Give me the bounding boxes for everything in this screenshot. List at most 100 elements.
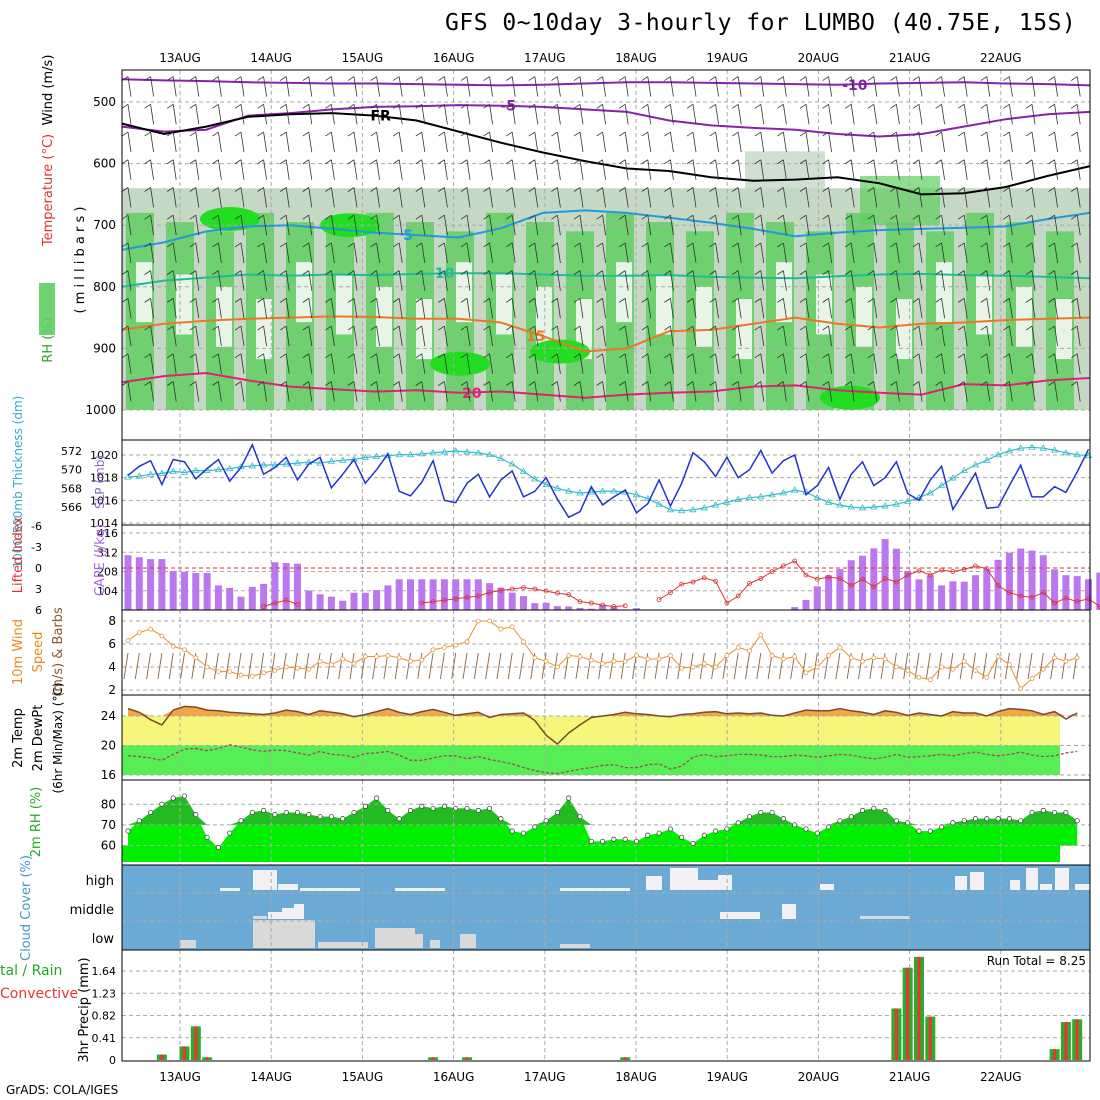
rh2m-marker — [701, 832, 707, 838]
wind-barb — [466, 270, 471, 291]
wind-speed-marker — [973, 668, 978, 673]
ylabel-lifted-index: Lifted Index — [11, 516, 26, 593]
wind-barb-flag — [1003, 298, 1010, 303]
wind-barb-flag — [212, 103, 219, 109]
wind-speed-marker — [927, 677, 933, 683]
lifted-index-marker — [1052, 600, 1057, 606]
wind-barb — [1054, 215, 1058, 236]
wind-barb-flag — [799, 76, 807, 81]
wind-barb-flag — [709, 131, 716, 137]
cloud-block — [460, 934, 476, 948]
wind-speed-marker — [961, 658, 967, 664]
lifted-index-marker — [995, 583, 1001, 588]
wind-barb-flag — [279, 103, 287, 109]
cape-bar — [1051, 569, 1059, 610]
ylabel-wind-line2: Speed — [31, 632, 46, 673]
wind-barb — [1009, 159, 1013, 180]
wind-barb-flag — [777, 187, 784, 192]
wind-barb-flag — [415, 103, 423, 109]
wind-barb-10m — [982, 652, 988, 680]
wind-barb — [896, 353, 900, 374]
wind-barb-flag — [370, 103, 377, 109]
date-label-top: 14AUG — [250, 51, 292, 65]
wind-barb-flag — [731, 76, 739, 81]
wind-speed-marker — [668, 653, 673, 658]
wind-barb-flag — [912, 325, 920, 331]
wind-barb — [1054, 381, 1058, 402]
wind-barb-flag — [754, 298, 762, 303]
wind-barb — [511, 187, 516, 208]
wind-barb-flag — [212, 242, 219, 248]
wind-barb-flag — [483, 131, 490, 137]
cape-bar — [135, 557, 143, 610]
wind-barb — [489, 76, 493, 97]
wind-barb — [263, 381, 267, 402]
cape-bar — [214, 585, 222, 610]
wind-barb-10m — [417, 652, 423, 680]
thickness-marker — [497, 454, 505, 461]
wind-barb — [828, 215, 832, 236]
wind-barb-flag — [844, 159, 852, 165]
wind-barb-10m — [293, 652, 298, 680]
wind-barb-flag — [505, 187, 513, 192]
wind-barb — [150, 298, 154, 319]
wind-barb — [353, 270, 358, 291]
thickness-marker — [225, 464, 234, 472]
date-label-top: 21AUG — [889, 51, 931, 65]
wind-barb — [263, 353, 267, 374]
wind-barb-flag — [618, 381, 626, 386]
wind-barb-flag — [596, 353, 603, 359]
cape-bar — [373, 590, 381, 610]
rh-dry-patch — [696, 286, 712, 347]
wind-barb-flag — [279, 159, 287, 165]
wind-barb — [1076, 159, 1081, 180]
wind-barb-flag — [596, 103, 603, 109]
wind-barb — [1076, 131, 1081, 153]
rh2m-marker — [441, 803, 447, 809]
wind-barb — [557, 326, 561, 347]
wind-barb-flag — [709, 242, 716, 248]
rh2m-marker — [826, 824, 832, 830]
wind-barb-flag — [483, 103, 490, 109]
cloud-level-label: middle — [70, 903, 114, 918]
thickness-marker — [1028, 443, 1036, 450]
lifted-index-marker — [295, 602, 300, 607]
wind-barb-flag — [257, 103, 264, 109]
wind-barb — [195, 242, 200, 263]
lifted-index-marker — [905, 572, 911, 578]
wind-barb — [240, 242, 245, 263]
wind-barb — [444, 159, 448, 180]
wind-barb-flag — [980, 103, 988, 109]
wind-barb-flag — [618, 76, 626, 81]
rh2m-marker — [430, 805, 436, 811]
wind-barb — [805, 326, 810, 347]
wind-barb-flag — [370, 353, 377, 359]
rh-high-humidity-patch — [430, 351, 490, 376]
wind-barb — [963, 242, 968, 263]
thickness-marker — [847, 503, 855, 510]
wind-barb-flag — [325, 103, 332, 109]
wind-barb-10m — [259, 652, 265, 680]
wind-speed-marker — [894, 664, 899, 670]
wind-barb — [1031, 187, 1036, 208]
thickness-marker — [1016, 444, 1025, 451]
wind-barb — [986, 242, 991, 263]
wind-barb — [127, 298, 132, 319]
wind-barb-flag — [777, 214, 784, 220]
date-label-top: 15AUG — [342, 51, 384, 65]
wind-barb — [805, 298, 810, 319]
wind-barb — [918, 76, 923, 97]
thickness-marker — [949, 474, 957, 481]
thickness-marker — [734, 495, 742, 502]
lifted-index-marker — [939, 567, 944, 573]
wind-barb-flag — [1048, 214, 1055, 220]
wind-barb — [195, 76, 200, 97]
cape-bar — [1017, 548, 1025, 610]
wind-barb — [127, 242, 132, 263]
wind-barb-flag — [415, 187, 423, 192]
wind-barb-flag — [641, 103, 649, 109]
wind-barb — [489, 215, 493, 236]
wind-barb — [896, 159, 900, 180]
wind-speed-marker — [724, 653, 730, 658]
